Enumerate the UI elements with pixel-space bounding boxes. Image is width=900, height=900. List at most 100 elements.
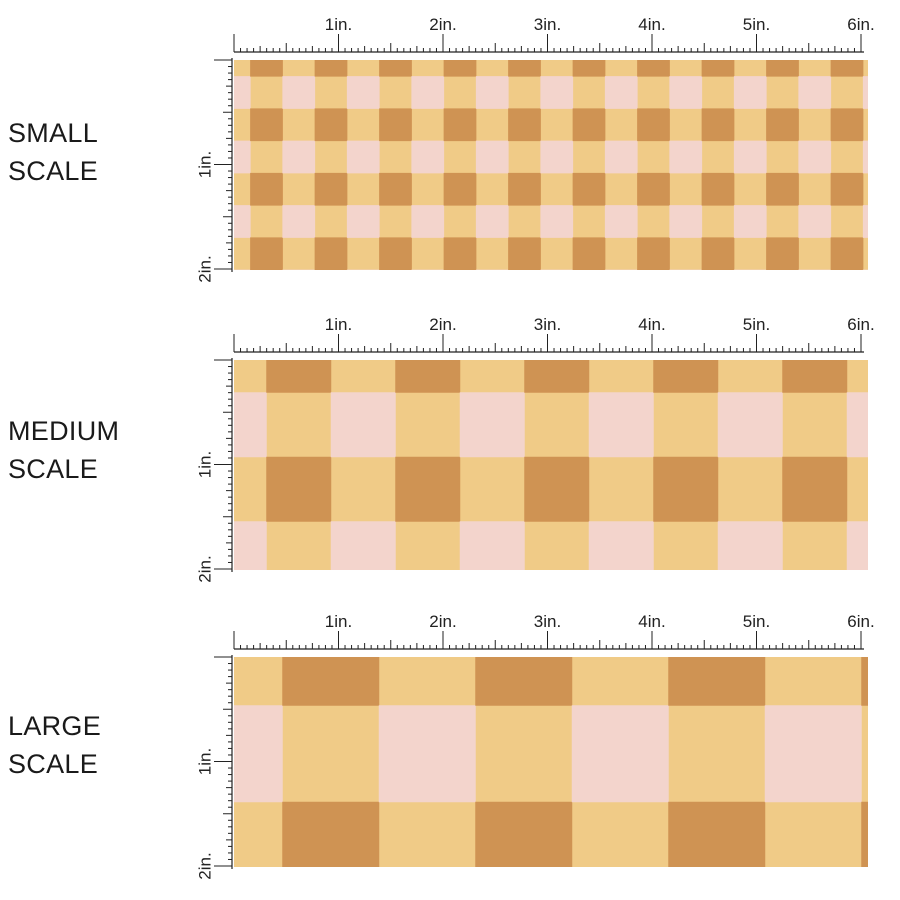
check-cell xyxy=(266,456,332,522)
ruler-swatch: 1in. 2in. 3in. 4in. 5in. 6in. 1in. 2in. xyxy=(195,612,874,880)
check-cell xyxy=(588,392,654,458)
check-cell xyxy=(701,237,735,270)
check-cell xyxy=(604,269,638,270)
scale-label: LARGE SCALE xyxy=(8,711,102,779)
check-cell xyxy=(395,456,461,522)
check-cell xyxy=(330,392,396,458)
check-cell xyxy=(669,269,703,270)
check-cell xyxy=(604,140,638,174)
horizontal-ruler: 1in. 2in. 3in. 4in. 5in. 6in. xyxy=(233,15,875,53)
scale-label: MEDIUM SCALE xyxy=(8,416,120,484)
check-cell xyxy=(379,237,412,270)
check-cell xyxy=(266,360,332,393)
ruler-label: 4in. xyxy=(638,315,665,334)
ruler-label: 2in. xyxy=(195,555,214,582)
check-cell xyxy=(669,76,703,109)
check-cell xyxy=(475,76,509,109)
check-cells xyxy=(234,60,868,270)
check-cell xyxy=(604,76,638,109)
check-cell xyxy=(411,76,445,109)
check-cell xyxy=(766,237,799,270)
ruler-label: 2in. xyxy=(429,612,456,631)
check-cell xyxy=(443,108,477,142)
check-cell xyxy=(782,360,848,393)
check-cell xyxy=(766,60,799,77)
check-cell xyxy=(701,60,735,77)
vertical-ruler: 1in. 2in. xyxy=(195,655,233,880)
check-cell xyxy=(508,172,541,206)
check-cell xyxy=(637,237,670,270)
check-cell xyxy=(314,108,348,142)
gingham-swatch xyxy=(234,657,868,867)
check-cell xyxy=(782,456,848,522)
check-cell xyxy=(475,140,509,174)
vertical-ruler: 1in. 2in. xyxy=(195,58,233,283)
check-cell xyxy=(250,172,283,206)
check-cell xyxy=(701,172,735,206)
check-cell xyxy=(846,392,868,458)
check-cell xyxy=(830,60,864,77)
check-cell xyxy=(540,76,574,109)
check-cell xyxy=(668,657,766,706)
ruler-label: 4in. xyxy=(638,15,665,34)
check-cell xyxy=(282,205,316,238)
ruler-label: 6in. xyxy=(847,315,874,334)
check-cell xyxy=(346,205,380,238)
ruler-label: 5in. xyxy=(743,15,770,34)
check-cell xyxy=(234,705,283,803)
check-cell xyxy=(701,108,735,142)
check-cell xyxy=(637,60,670,77)
check-cell xyxy=(588,521,654,570)
check-cell xyxy=(733,76,767,109)
check-cell xyxy=(733,205,767,238)
check-cell xyxy=(508,237,541,270)
ruler-label: 5in. xyxy=(743,315,770,334)
check-cell xyxy=(540,269,574,270)
check-cell xyxy=(443,172,477,206)
check-cell xyxy=(766,172,799,206)
check-cell xyxy=(830,108,864,142)
check-cell xyxy=(862,205,868,238)
check-cell xyxy=(862,76,868,109)
check-cell xyxy=(282,140,316,174)
ruler-label: 1in. xyxy=(195,451,214,478)
check-cell xyxy=(653,360,719,393)
check-cell xyxy=(411,205,445,238)
check-cell xyxy=(717,392,783,458)
check-cell xyxy=(572,172,606,206)
check-cells xyxy=(234,657,868,867)
ruler-label: 2in. xyxy=(429,15,456,34)
horizontal-ruler: 1in. 2in. 3in. 4in. 5in. 6in. xyxy=(233,315,875,353)
check-cell xyxy=(234,269,251,270)
medium-scale-section: MEDIUM SCALE 1in. 2in. 3in. 4in. 5in. 6in. 1in… xyxy=(0,300,900,583)
check-cell xyxy=(798,269,832,270)
check-cell xyxy=(669,205,703,238)
check-cell xyxy=(508,60,541,77)
check-cell xyxy=(475,205,509,238)
check-cell xyxy=(798,76,832,109)
check-cells xyxy=(234,360,868,570)
ruler-label: 2in. xyxy=(429,315,456,334)
check-cell xyxy=(733,269,767,270)
check-cell xyxy=(475,657,573,706)
check-cell xyxy=(798,140,832,174)
check-cell xyxy=(234,205,251,238)
large-scale-section: LARGE SCALE 1in. 2in. 3in. 4in. 5in. 6in. 1in.… xyxy=(0,597,900,880)
check-cell xyxy=(604,205,638,238)
check-cell xyxy=(798,205,832,238)
small-scale-section: SMALL SCALE 1in. 2in. 3in. 4in. 5in. 6in. 1in.… xyxy=(0,0,900,283)
check-cell xyxy=(540,140,574,174)
scale-label: SMALL SCALE xyxy=(8,118,99,186)
check-cell xyxy=(459,521,525,570)
check-cell xyxy=(250,60,283,77)
check-cell xyxy=(861,657,868,706)
check-cell xyxy=(861,801,868,867)
ruler-label: 2in. xyxy=(195,255,214,282)
ruler-label: 1in. xyxy=(325,612,352,631)
check-cell xyxy=(459,392,525,458)
ruler-label: 3in. xyxy=(534,15,561,34)
ruler-label: 2in. xyxy=(195,852,214,879)
check-cell xyxy=(379,60,412,77)
check-cell xyxy=(572,60,606,77)
check-cell xyxy=(379,172,412,206)
